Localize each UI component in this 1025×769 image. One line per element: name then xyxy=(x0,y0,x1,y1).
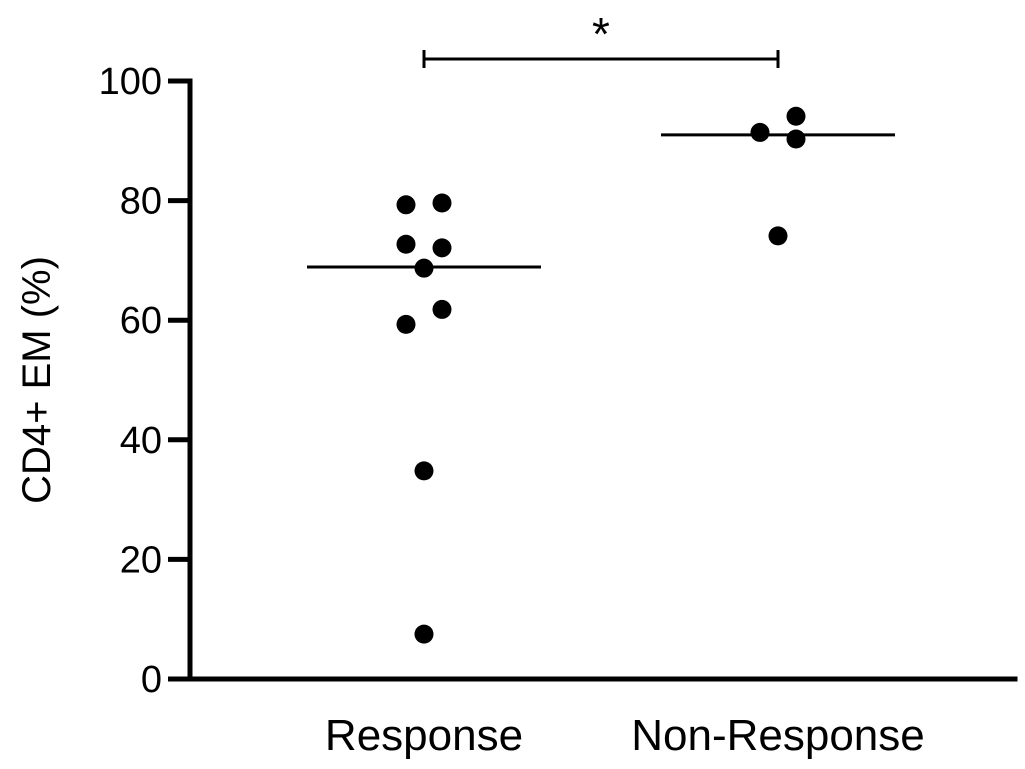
data-point xyxy=(396,314,416,334)
y-tick-label: 60 xyxy=(120,300,162,342)
data-point xyxy=(432,238,452,258)
y-axis-ticks xyxy=(168,78,190,682)
data-point xyxy=(786,129,806,149)
data-point xyxy=(432,193,452,213)
y-axis-tick-labels: 0 20 40 60 80 100 xyxy=(99,61,162,701)
data-points xyxy=(396,106,806,644)
data-point xyxy=(432,299,452,319)
y-axis-title: CD4+ EM (%) xyxy=(15,256,59,504)
data-point xyxy=(396,195,416,215)
data-point xyxy=(414,258,434,278)
y-tick-label: 40 xyxy=(120,420,162,462)
x-category-label: Response xyxy=(325,711,523,760)
data-point xyxy=(768,226,788,246)
x-axis-category-labels: Response Non-Response xyxy=(325,711,925,760)
data-point xyxy=(396,234,416,254)
data-point xyxy=(750,122,770,142)
significance-asterisk: * xyxy=(592,8,610,60)
x-category-label: Non-Response xyxy=(631,711,925,760)
y-tick-label: 80 xyxy=(120,181,162,223)
y-tick-label: 0 xyxy=(141,659,162,701)
data-point xyxy=(786,106,806,126)
significance-bracket: * xyxy=(422,8,780,68)
y-tick-label: 20 xyxy=(120,539,162,581)
data-point xyxy=(414,624,434,644)
data-point xyxy=(414,461,434,481)
median-lines xyxy=(307,133,895,269)
y-tick-label: 100 xyxy=(99,61,162,103)
